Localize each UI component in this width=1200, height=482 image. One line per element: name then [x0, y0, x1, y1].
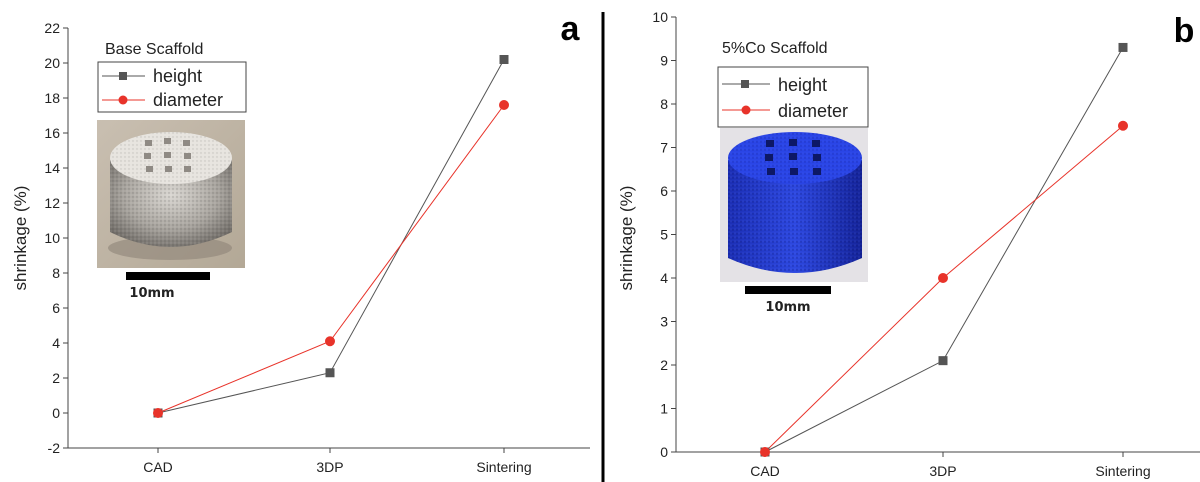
y-tick-label: 20: [44, 55, 60, 71]
y-tick-label: 7: [660, 140, 668, 156]
y-tick-label: 9: [660, 53, 668, 69]
legend-diameter-marker: [118, 95, 128, 105]
data-point-height: [938, 356, 948, 366]
x-ticks: CAD 3DP Sintering: [143, 448, 532, 475]
data-point-diameter: [499, 100, 509, 110]
data-point-diameter: [760, 447, 770, 457]
y-tick-label: 6: [660, 183, 668, 199]
y-tick-label: 4: [660, 270, 668, 286]
inset-title: 5%Co Scaffold: [722, 40, 828, 57]
y-tick-label: 8: [660, 96, 668, 112]
inset-b: 5%Co Scaffold height diameter: [717, 40, 869, 315]
y-tick-label: 2: [52, 370, 60, 386]
x-tick-label: CAD: [750, 463, 780, 479]
scaffold-photo-blue: [720, 128, 868, 282]
y-tick-label: 4: [52, 335, 60, 351]
y-tick-label: 0: [660, 444, 668, 460]
y-tick-label: 16: [44, 125, 60, 141]
x-tick-label: Sintering: [1095, 463, 1150, 479]
legend-height-label: height: [778, 75, 827, 95]
y-ticks: -2 0 2 4 6 8 10 12 14 16 18 20 22: [44, 20, 68, 456]
y-tick-label: 14: [44, 160, 60, 176]
data-point-diameter: [938, 273, 948, 283]
y-tick-label: 10: [44, 230, 60, 246]
y-tick-label: -2: [48, 440, 61, 456]
legend-box: [717, 66, 869, 128]
legend-height-marker: [119, 72, 127, 80]
y-tick-label: 6: [52, 300, 60, 316]
data-point-diameter: [153, 408, 163, 418]
legend-diameter-marker: [741, 105, 751, 115]
inset-title: Base Scaffold: [105, 41, 203, 58]
x-tick-label: 3DP: [316, 459, 343, 475]
y-tick-label: 8: [52, 265, 60, 281]
scale-bar-label: 10mm: [129, 286, 174, 301]
data-point-diameter: [325, 336, 335, 347]
data-point-height: [1118, 42, 1128, 52]
scale-bar-label: 10mm: [765, 300, 810, 315]
x-tick-label: 3DP: [929, 463, 956, 479]
series-layer: [760, 42, 1128, 457]
legend-height-label: height: [153, 66, 202, 86]
y-tick-label: 22: [44, 20, 60, 36]
y-tick-label: 1: [660, 401, 668, 417]
legend-diameter-label: diameter: [778, 101, 848, 121]
y-tick-label: 3: [660, 314, 668, 330]
y-ticks: 0 1 2 3 4 5 6 7 8 9 10: [652, 9, 676, 460]
panel-b: shrinkage (%) b 0 1 2 3 4 5 6 7 8 9 10 CAD 3DP Sinte…: [617, 9, 1200, 479]
inset-a: Base Scaffold height diameter: [97, 41, 247, 301]
y-tick-label: 18: [44, 90, 60, 106]
y-axis-label: shrinkage (%): [617, 186, 636, 291]
x-tick-label: Sintering: [476, 459, 531, 475]
legend-diameter-label: diameter: [153, 90, 223, 110]
legend-height-marker: [741, 80, 749, 88]
y-tick-label: 10: [652, 9, 668, 25]
y-tick-label: 5: [660, 227, 668, 243]
scale-bar: [126, 272, 210, 280]
x-ticks: CAD 3DP Sintering: [750, 452, 1151, 479]
y-tick-label: 2: [660, 357, 668, 373]
y-tick-label: 12: [44, 195, 60, 211]
data-point-height: [325, 368, 335, 378]
x-tick-label: CAD: [143, 459, 173, 475]
panel-letter-b: b: [1174, 12, 1195, 50]
y-axis-label: shrinkage (%): [11, 186, 30, 291]
panel-letter-a: a: [561, 10, 581, 48]
series-layer: [153, 55, 509, 418]
y-tick-label: 0: [52, 405, 60, 421]
scaffold-photo-white: [97, 120, 245, 268]
data-point-height: [499, 55, 509, 64]
panel-a: shrinkage (%) a -2 0 2 4 6 8 10 12 14 16 18 20 22 CA…: [11, 10, 590, 475]
scale-bar: [745, 286, 831, 294]
data-point-diameter: [1118, 120, 1128, 131]
